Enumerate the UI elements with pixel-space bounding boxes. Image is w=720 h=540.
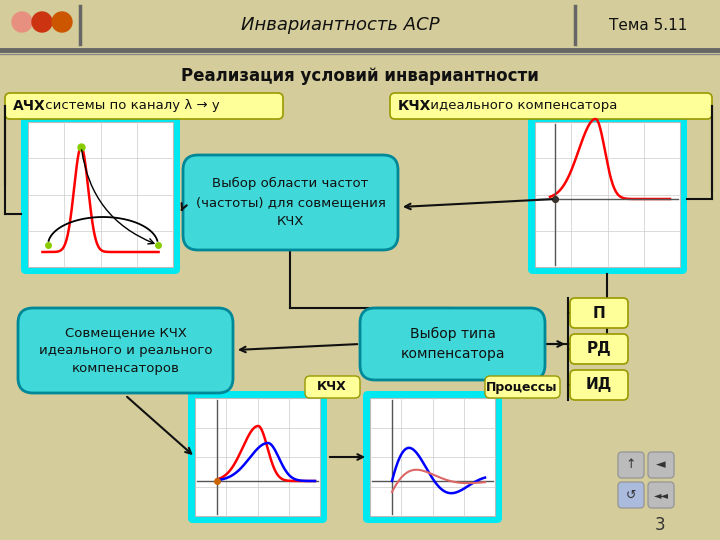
Text: КЧХ: КЧХ bbox=[398, 99, 431, 113]
FancyBboxPatch shape bbox=[570, 334, 628, 364]
Text: Выбор типа
компенсатора: Выбор типа компенсатора bbox=[400, 327, 505, 361]
Bar bbox=[535, 122, 680, 267]
FancyBboxPatch shape bbox=[390, 93, 712, 119]
Circle shape bbox=[52, 12, 72, 32]
Text: ◄◄: ◄◄ bbox=[654, 490, 668, 500]
Text: ↑: ↑ bbox=[626, 458, 636, 471]
FancyBboxPatch shape bbox=[648, 452, 674, 478]
Text: Выбор области частот
(частоты) для совмещения
КЧХ: Выбор области частот (частоты) для совме… bbox=[196, 177, 385, 228]
Text: идеального компенсатора: идеального компенсатора bbox=[426, 99, 617, 112]
Text: Совмещение КЧХ
идеального и реального
компенсаторов: Совмещение КЧХ идеального и реального ко… bbox=[39, 326, 212, 375]
FancyBboxPatch shape bbox=[618, 482, 644, 508]
Bar bbox=[195, 398, 320, 516]
Text: системы по каналу λ → y: системы по каналу λ → y bbox=[41, 99, 220, 112]
FancyBboxPatch shape bbox=[485, 376, 560, 398]
FancyBboxPatch shape bbox=[5, 93, 283, 119]
Text: КЧХ: КЧХ bbox=[317, 381, 347, 394]
Text: Инвариантность АСР: Инвариантность АСР bbox=[240, 16, 439, 34]
Text: ИД: ИД bbox=[586, 377, 612, 393]
Bar bbox=[370, 398, 495, 516]
Circle shape bbox=[12, 12, 32, 32]
Text: Процессы: Процессы bbox=[486, 381, 558, 394]
FancyBboxPatch shape bbox=[528, 115, 687, 274]
Text: АЧХ: АЧХ bbox=[13, 99, 46, 113]
FancyBboxPatch shape bbox=[183, 155, 398, 250]
Text: ◄: ◄ bbox=[656, 458, 666, 471]
FancyBboxPatch shape bbox=[188, 391, 327, 523]
Text: П: П bbox=[593, 306, 606, 321]
FancyBboxPatch shape bbox=[648, 482, 674, 508]
FancyBboxPatch shape bbox=[570, 298, 628, 328]
Text: ↺: ↺ bbox=[626, 489, 636, 502]
FancyBboxPatch shape bbox=[570, 370, 628, 400]
Text: РД: РД bbox=[587, 341, 611, 356]
Circle shape bbox=[32, 12, 52, 32]
Text: Тема 5.11: Тема 5.11 bbox=[609, 17, 687, 32]
Text: Реализация условий инвариантности: Реализация условий инвариантности bbox=[181, 67, 539, 85]
FancyBboxPatch shape bbox=[18, 308, 233, 393]
Bar bbox=[28, 122, 173, 267]
FancyBboxPatch shape bbox=[360, 308, 545, 380]
FancyBboxPatch shape bbox=[305, 376, 360, 398]
Text: 3: 3 bbox=[654, 516, 665, 534]
FancyBboxPatch shape bbox=[618, 452, 644, 478]
FancyBboxPatch shape bbox=[363, 391, 502, 523]
FancyBboxPatch shape bbox=[21, 115, 180, 274]
